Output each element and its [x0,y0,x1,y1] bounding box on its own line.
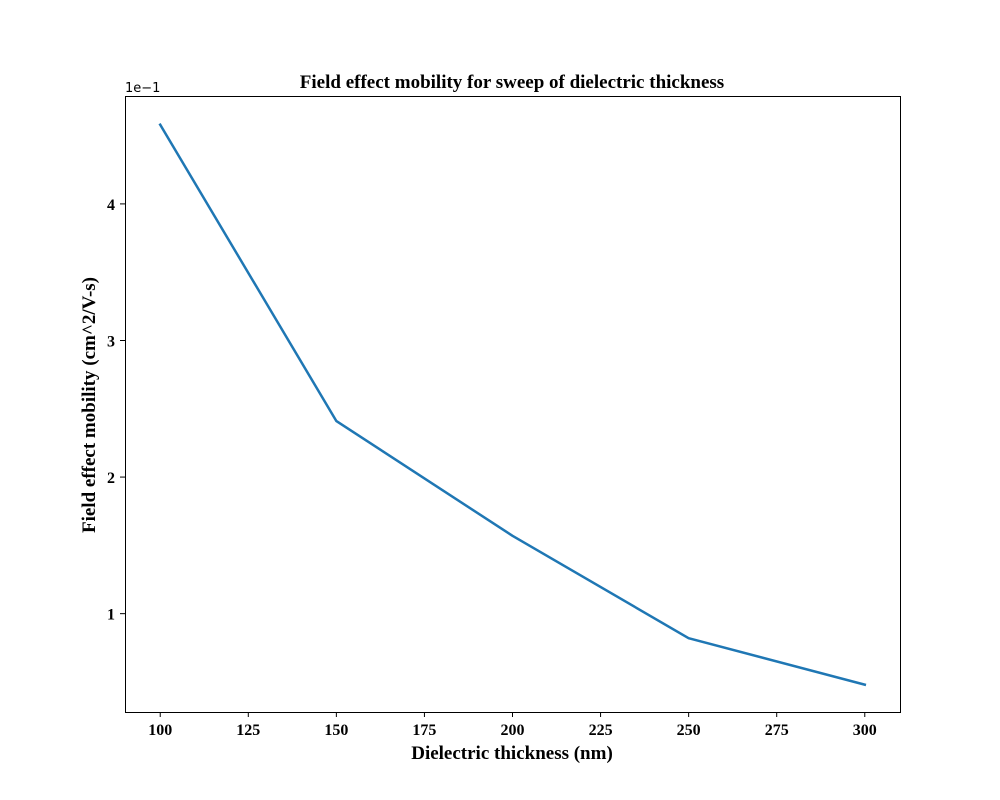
y-axis-offset-label: 1e−1 [125,81,160,96]
y-axis-label: Field effect mobility (cm^2/V-s) [79,277,100,533]
y-tick-label: 1 [107,607,115,624]
x-tick-label: 300 [853,722,877,739]
x-tick-label: 200 [501,722,525,739]
x-tick-label: 175 [412,722,436,739]
chart-title: Field effect mobility for sweep of diele… [300,72,724,93]
x-tick-label: 225 [589,722,613,739]
y-axis: 1 2 3 4 [107,197,125,624]
y-tick-label: 2 [107,470,115,487]
x-axis: 100 125 150 175 200 225 250 275 300 [148,712,877,739]
y-tick-label: 4 [107,197,115,214]
plot-frame [125,96,901,713]
x-tick-label: 275 [765,722,789,739]
x-tick-label: 150 [324,722,348,739]
x-tick-label: 250 [677,722,701,739]
series-line [158,122,867,687]
x-tick-label: 125 [236,722,260,739]
x-tick-label: 100 [148,722,172,739]
y-tick-label: 3 [107,333,115,350]
plot-area [158,122,867,687]
x-axis-label: Dielectric thickness (nm) [411,743,613,764]
